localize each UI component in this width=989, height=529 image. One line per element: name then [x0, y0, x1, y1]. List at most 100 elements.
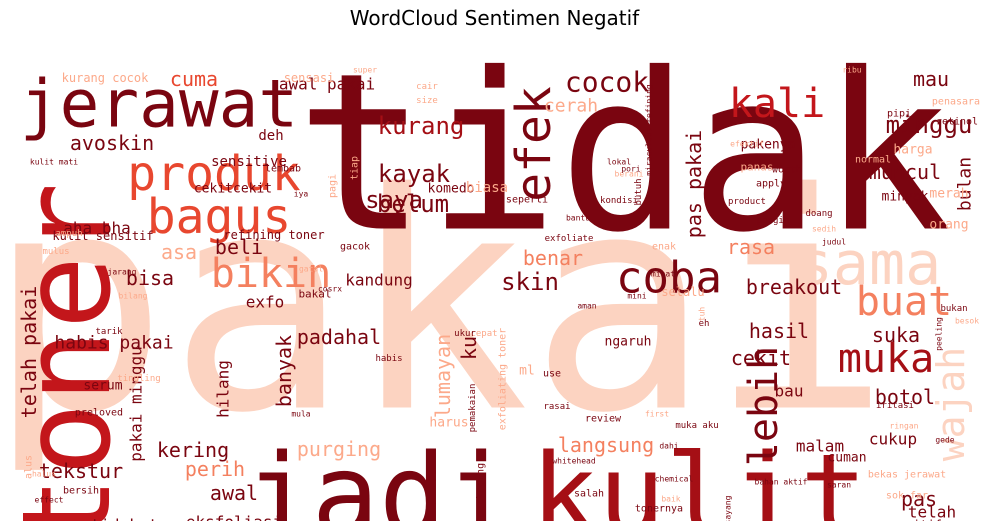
word-efektif: efektif	[730, 140, 764, 149]
word-bahan-aktif: bahan aktif	[755, 478, 808, 487]
word-kering: kering	[157, 438, 229, 462]
word-cekitcekit: cekitcekit	[194, 182, 272, 197]
word-ku: ku	[457, 336, 481, 360]
word-retinol: retinol	[936, 117, 978, 128]
word-rasa: rasa	[727, 235, 775, 259]
word-ribu: ribu	[842, 66, 861, 75]
word-iritasi: iritasi	[876, 401, 914, 411]
word-bau: bau	[775, 382, 804, 401]
word-ampuh: ampuh	[55, 229, 82, 239]
word-kulit: kulit	[530, 431, 867, 521]
word-packaging: packaging	[476, 463, 487, 517]
word-saya: saya	[365, 186, 423, 214]
word-toner: toner	[9, 182, 138, 521]
word-malam: malam	[796, 437, 844, 456]
word-kondisi: kondisi	[600, 196, 638, 206]
wordcloud-canvas: pakai tidak kulit jadi toner jerawat sama produ…	[9, 34, 981, 521]
word-panas: panas	[740, 161, 773, 174]
word-tidak: tidak	[296, 34, 952, 281]
word-bilang: bilang	[119, 292, 148, 301]
word-tiap: tiap	[350, 156, 361, 180]
word-besok: besok	[955, 317, 979, 326]
word-use: use	[543, 369, 561, 380]
word-mula: mula	[291, 410, 310, 419]
word-bagus: bagus	[147, 189, 292, 245]
word-pas-pakai: pas pakai	[682, 130, 706, 238]
word-worth: worth	[772, 165, 802, 176]
word-exfoliate: exfoliate	[545, 234, 594, 244]
word-cekit: cekit	[731, 346, 791, 370]
word-tonernya: tonernya	[635, 504, 683, 515]
word-apply: apply	[756, 179, 786, 190]
word-benar: benar	[523, 246, 583, 270]
word-merah: merah	[929, 187, 968, 202]
word-jerawat: jerawat	[20, 66, 298, 143]
word-kandung: kandung	[345, 271, 412, 290]
word-sama: sama	[797, 229, 942, 299]
word-kulit-mati: kulit mati	[30, 158, 78, 167]
word-belum: belum	[377, 190, 449, 218]
word-perih: perih	[185, 457, 245, 481]
word-habis: habis	[375, 354, 402, 364]
word-serum: serum	[83, 379, 122, 394]
word-preloved: preloved	[75, 408, 123, 419]
word-sensitif: sensitif	[884, 518, 942, 521]
word-tarik: tarik	[95, 327, 123, 337]
word-exfoliating-toner: exfoliating toner	[498, 328, 509, 430]
word-suka: suka	[872, 323, 920, 347]
word-size: size	[416, 96, 438, 106]
word-iya: iya	[294, 190, 309, 199]
word-super: super	[353, 66, 377, 75]
word-halus: halus	[32, 470, 56, 479]
word-gede: gede	[935, 436, 954, 445]
word-eh: eh	[699, 319, 710, 329]
word-ngaruh: ngaruh	[605, 335, 652, 350]
word-mau: mau	[913, 67, 949, 91]
word-sensitive: sensitive	[211, 154, 287, 170]
word-ringan: ringan	[890, 422, 919, 431]
word-pipi: pipi	[887, 109, 911, 120]
word-awal-pakai: awal pakai	[279, 75, 375, 94]
word-bikin: bikin	[211, 251, 331, 297]
word-pagi: pagi	[328, 174, 339, 198]
word-produk: produk	[127, 146, 300, 202]
word-pori: pori	[621, 165, 640, 174]
word-review: review	[585, 414, 622, 425]
word-aman: aman	[577, 302, 596, 311]
word-sok-far: sok far	[886, 491, 928, 502]
word-doang: doang	[805, 209, 832, 219]
word-cepat: cepat	[470, 329, 497, 339]
word-alus: alus	[24, 455, 35, 479]
word-buat: buat	[856, 279, 952, 325]
word-jarang: jarang	[108, 268, 137, 277]
word-lumayan: lumayan	[431, 334, 455, 418]
word-beruntus: beruntus	[58, 520, 193, 522]
word-pakenya: pakenya	[741, 138, 796, 153]
word-bisa: bisa	[126, 266, 174, 290]
word-muncul: muncul	[869, 160, 941, 184]
word-orang: orang	[929, 218, 968, 233]
word-exfo: exfo	[246, 293, 285, 312]
word-bersih: bersih	[63, 486, 99, 497]
word-minat: minat	[651, 270, 675, 279]
word-lebih: lebih	[741, 346, 787, 466]
word-pemakaian: pemakaian	[468, 384, 478, 433]
word-butuh: butuh	[634, 178, 644, 205]
word-dahi: dahi	[659, 442, 678, 451]
word-mulus: mulus	[42, 247, 69, 257]
word-habis-pakai: habis pakai	[54, 333, 173, 354]
word-asa: asa	[161, 240, 197, 264]
word-awal: awal	[210, 481, 258, 505]
word-kali: kali	[729, 81, 825, 127]
word-aha-bha: aha bha	[63, 219, 130, 238]
word-gatal: gatal	[299, 265, 323, 274]
word-bukan: bukan	[940, 304, 967, 314]
word-kulit-sensitif: kulit sensitif	[52, 229, 153, 243]
word-bakal: bakal	[298, 288, 331, 301]
word-miraculous-refining: miraculous refining	[645, 84, 654, 176]
word-hasil: hasil	[749, 319, 809, 343]
word-chemical: chemical	[655, 475, 694, 484]
word-biasa: biasa	[466, 180, 508, 196]
word-sensasi: sensasi	[284, 71, 335, 85]
